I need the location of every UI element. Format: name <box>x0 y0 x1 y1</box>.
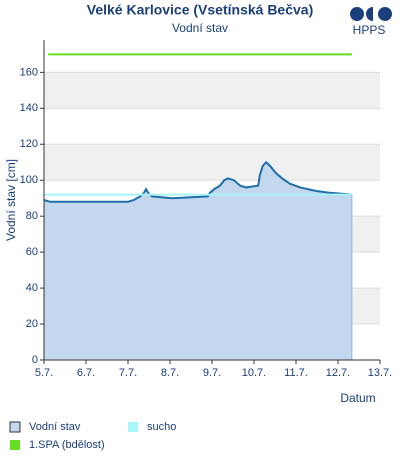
y-tick-label: 120 <box>20 138 38 150</box>
x-tick-label: 8.7. <box>161 367 179 379</box>
x-tick-label: 12.7. <box>326 367 350 379</box>
chart-title: Velké Karlovice (Vsetínská Bečva) <box>87 2 313 18</box>
x-tick-label: 5.7. <box>35 367 53 379</box>
legend-label: 1.SPA (bdělost) <box>29 439 105 451</box>
logo-text: HPPS <box>353 23 386 37</box>
grid-band <box>44 72 380 109</box>
area <box>43 161 353 361</box>
y-tick-label: 100 <box>20 174 38 186</box>
y-tick-label: 60 <box>26 246 38 258</box>
y-tick-label: 160 <box>20 66 38 78</box>
x-tick-label: 7.7. <box>119 367 137 379</box>
x-tick-label: 6.7. <box>77 367 95 379</box>
chart-subtitle: Vodní stav <box>172 21 228 35</box>
y-tick-label: 80 <box>26 210 38 222</box>
legend-swatch <box>128 422 138 432</box>
x-tick-label: 13.7. <box>368 367 392 379</box>
line <box>43 160 352 203</box>
x-axis-label: Datum <box>340 391 375 405</box>
y-tick-label: 20 <box>26 318 38 330</box>
legend-swatch <box>9 421 21 433</box>
y-tick-label: 40 <box>26 282 38 294</box>
x-tick-label: 10.7. <box>242 367 266 379</box>
legend-label: sucho <box>147 421 176 433</box>
x-tick-label: 11.7. <box>284 367 308 379</box>
y-tick-label: 0 <box>32 354 38 366</box>
x-tick-label: 9.7. <box>203 367 221 379</box>
legend-label: Vodní stav <box>29 421 81 433</box>
grid-band <box>44 144 380 181</box>
y-axis-label: Vodní stav [cm] <box>4 159 18 241</box>
y-tick-label: 140 <box>20 102 38 114</box>
legend-swatch <box>10 440 20 450</box>
logo: HPPS <box>350 7 392 37</box>
